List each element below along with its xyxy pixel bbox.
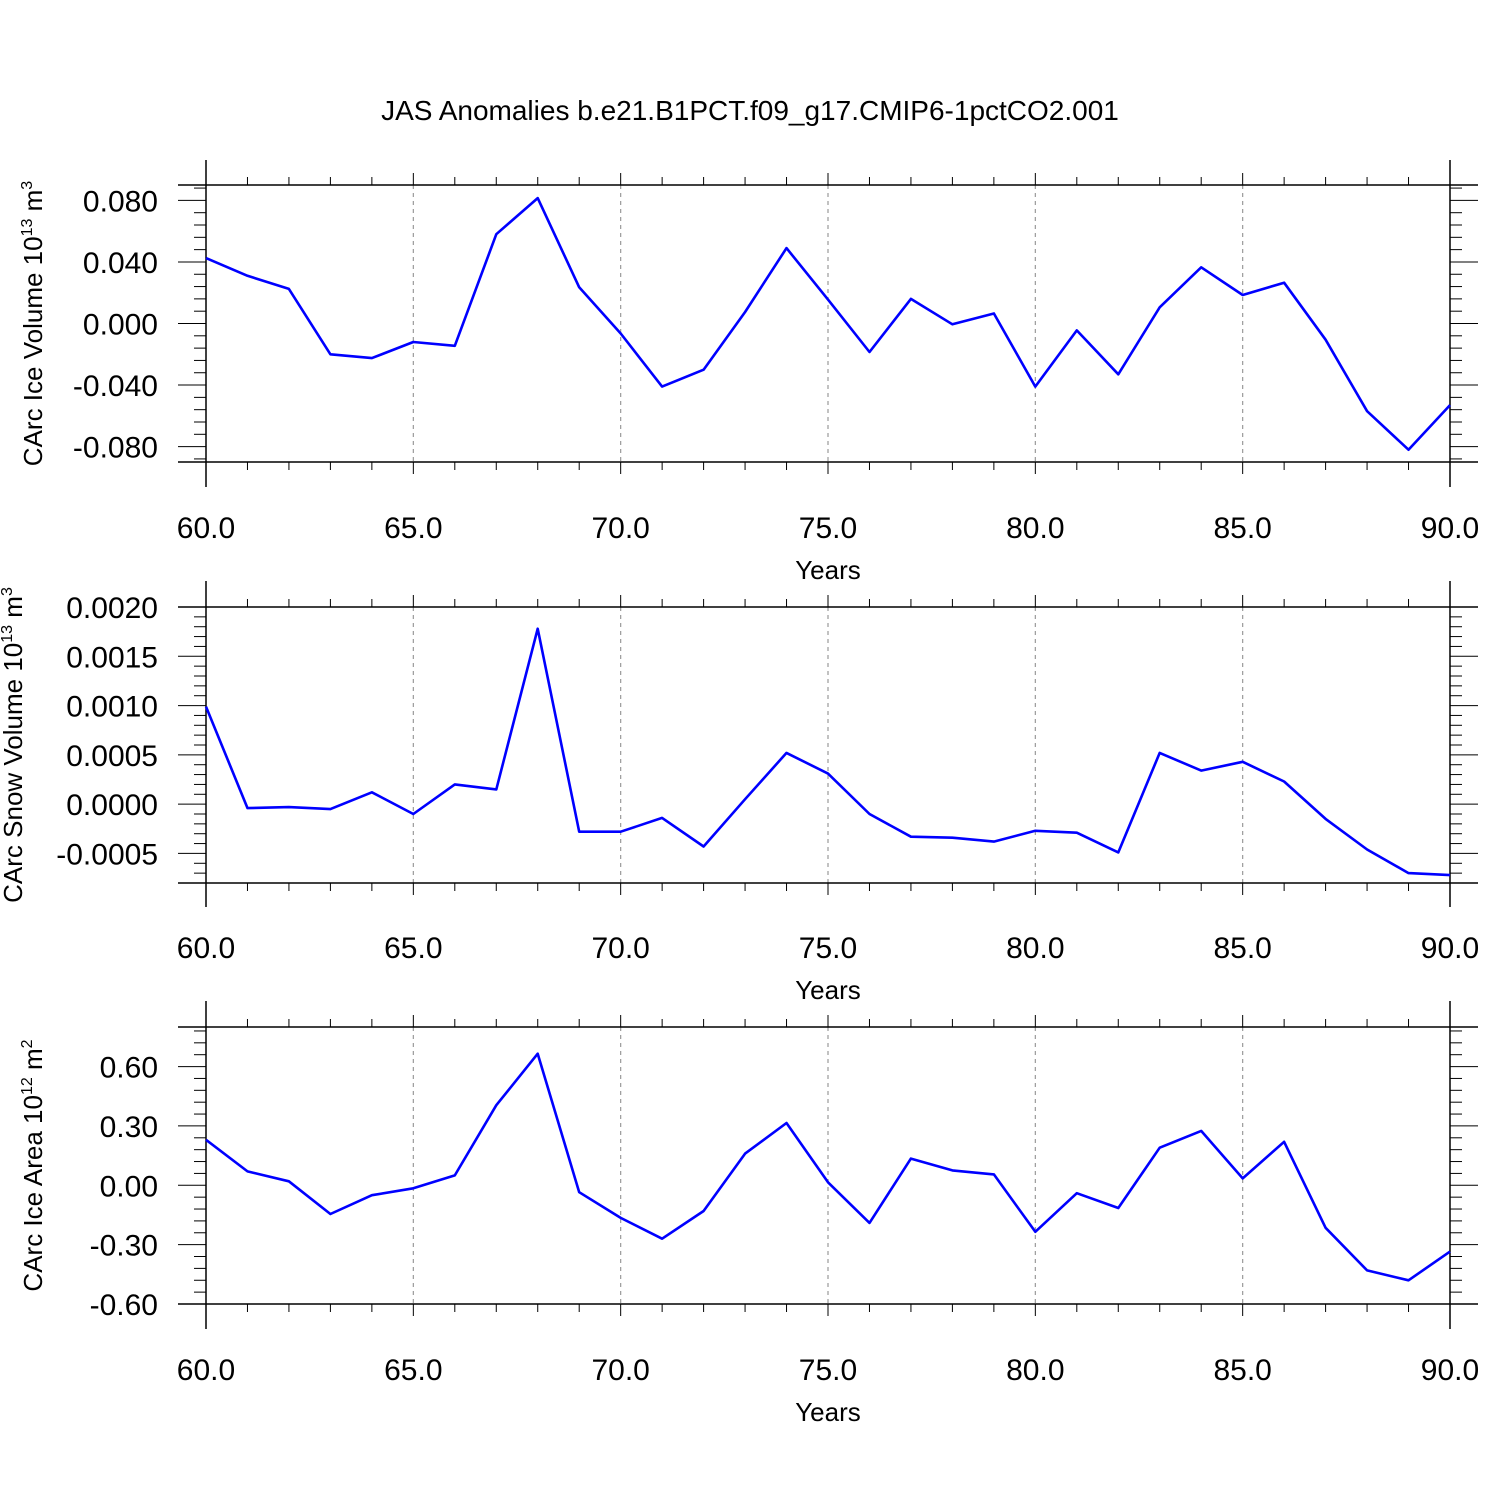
ice-volume-x-tick-label: 70.0 [591, 512, 649, 545]
ice-area-y-axis-label-part: 12 [19, 1077, 36, 1095]
snow-volume-y-axis-label: CArc Snow Volume 1013 m3 [0, 587, 28, 903]
panel-ice-volume: 0.080 0.040 0.000 -0.040 -0.080 60.0 65.0 70.0 7… [18, 160, 1479, 585]
ice-area-x-tick-label: 85.0 [1213, 1354, 1271, 1387]
ice-area-y-tick-label: 0.30 [100, 1111, 158, 1144]
ice-volume-x-tick-label: 60.0 [177, 512, 235, 545]
ice-volume-x-tick-label: 80.0 [1006, 512, 1064, 545]
ice-area-series-line [205, 1052, 1451, 1282]
snow-volume-x-axis-label: Years [795, 975, 861, 1005]
snow-volume-y-axis-label-part: 13 [0, 625, 16, 643]
ice-area-x-tick-label: 80.0 [1006, 1354, 1064, 1387]
ice-area-x-tick-label: 75.0 [799, 1354, 857, 1387]
panel-ice-area: 0.60 0.30 0.00 -0.30 -0.60 60.0 65.0 70.0 75.0 80… [18, 1001, 1479, 1427]
ice-volume-x-tick-label: 90.0 [1421, 512, 1479, 545]
ice-area-y-axis-label: CArc Ice Area 1012 m2 [18, 1039, 48, 1291]
ice-volume-y-tick-label: 0.000 [83, 309, 158, 342]
ice-volume-y-tick-label: -0.040 [73, 370, 158, 403]
ice-area-x-axis-label: Years [795, 1397, 861, 1427]
ice-area-y-axis-label-part: m [18, 1048, 48, 1077]
ice-area-x-tick-label: 65.0 [384, 1354, 442, 1387]
snow-volume-x-tick-label: 70.0 [591, 932, 649, 965]
snow-volume-y-tick-label: 0.0015 [66, 641, 158, 674]
snow-volume-y-tick-label: 0.0005 [66, 740, 158, 773]
ice-volume-x-axis-label: Years [795, 555, 861, 585]
ice-area-y-tick-label: -0.30 [90, 1230, 158, 1263]
ice-volume-y-tick-label: 0.040 [83, 247, 158, 280]
ice-volume-y-tick-label: -0.080 [73, 432, 158, 465]
ice-area-y-tick-label: -0.60 [90, 1289, 158, 1322]
snow-volume-x-tick-label: 80.0 [1006, 932, 1064, 965]
ice-volume-series-line [205, 196, 1451, 452]
ice-volume-x-tick-label: 85.0 [1213, 512, 1271, 545]
ice-volume-x-tick-label: 75.0 [799, 512, 857, 545]
ice-area-y-tick-label: 0.60 [100, 1052, 158, 1085]
snow-volume-series-line [204, 627, 1451, 877]
snow-volume-x-tick-label: 85.0 [1213, 932, 1271, 965]
snow-volume-y-tick-label: 0.0010 [66, 691, 158, 724]
ice-volume-y-axis-label: CArc Ice Volume 1013 m3 [18, 181, 48, 466]
snow-volume-y-tick-label: 0.0000 [66, 789, 158, 822]
ice-volume-y-tick-label: 0.080 [83, 185, 158, 218]
ice-area-y-tick-label: 0.00 [100, 1170, 158, 1203]
ice-volume-y-axis-label-part: 13 [19, 219, 36, 237]
snow-volume-y-tick-label: -0.0005 [56, 838, 158, 871]
snow-volume-y-tick-label: 0.0020 [66, 592, 158, 625]
ice-volume-y-axis-label-part: CArc Ice Volume 10 [18, 236, 48, 466]
snow-volume-x-tick-label: 90.0 [1421, 932, 1479, 965]
snow-volume-x-tick-label: 75.0 [799, 932, 857, 965]
snow-volume-y-axis-label-part: CArc Snow Volume 10 [0, 643, 28, 903]
ice-volume-y-axis-label-part: 3 [19, 181, 36, 190]
ice-area-x-tick-label: 60.0 [177, 1354, 235, 1387]
ice-area-y-axis-label-part: 2 [19, 1039, 36, 1048]
snow-volume-x-tick-label: 65.0 [384, 932, 442, 965]
ice-volume-y-axis-label-part: m [18, 190, 48, 219]
snow-volume-x-tick-label: 60.0 [177, 932, 235, 965]
ice-area-x-tick-label: 90.0 [1421, 1354, 1479, 1387]
ice-area-x-tick-label: 70.0 [591, 1354, 649, 1387]
snow-volume-y-axis-label-part: 3 [0, 587, 16, 596]
ice-area-y-axis-label-part: CArc Ice Area 10 [18, 1095, 48, 1292]
snow-volume-y-axis-label-part: m [0, 596, 28, 625]
panel-snow-volume: 0.0020 0.0015 0.0010 0.0005 0.0000 -0.0005 60.… [0, 581, 1479, 1005]
ice-volume-x-tick-label: 65.0 [384, 512, 442, 545]
chart-title: JAS Anomalies b.e21.B1PCT.f09_g17.CMIP6-… [381, 95, 1119, 126]
